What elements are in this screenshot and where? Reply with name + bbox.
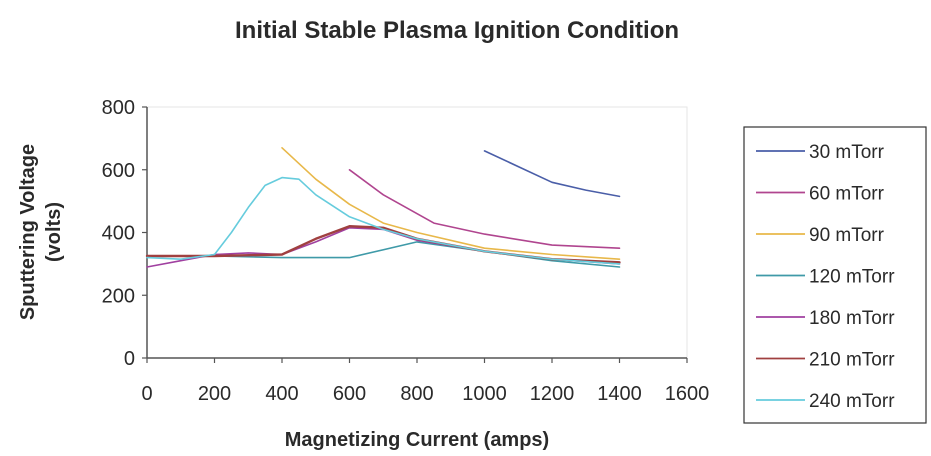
x-tick-label: 200 [198,383,231,405]
x-tick-label: 0 [141,383,152,405]
legend-label: 240 mTorr [809,391,895,412]
legend-box [743,126,927,424]
y-axis-title: Sputtering Voltage (volts) [17,144,65,320]
series-line-240-mtorr [146,176,621,265]
legend-label: 120 mTorr [809,267,895,288]
x-axis-title: Magnetizing Current (amps) [285,429,549,451]
series-line-60-mtorr [348,169,621,249]
x-tick-label: 1200 [530,383,575,405]
y-tick-label: 200 [102,285,135,307]
y-axis-title-line-1: Sputtering Voltage [17,144,39,320]
y-tick-label: 400 [102,223,135,245]
y-axis-title-line-2: (volts) [43,202,65,262]
y-ticks: 0 200 400 600 800 [102,97,147,370]
x-tick-label: 400 [265,383,298,405]
x-ticks: 0 200 400 600 800 1000 1200 1400 1600 [141,358,709,405]
series-line-90-mtorr [281,147,621,261]
legend-label: 90 mTorr [809,225,885,246]
x-tick-label: 1000 [462,383,507,405]
chart-title: Initial Stable Plasma Ignition Condition [235,17,679,44]
legend-label: 210 mTorr [809,350,895,371]
x-tick-label: 1600 [665,383,710,405]
legend-items: 30 mTorr 60 mTorr 90 mTorr 120 mTorr 180 mTo… [756,142,895,412]
legend-label: 180 mTorr [809,308,895,329]
x-tick-label: 1400 [597,383,642,405]
x-tick-label: 600 [333,383,366,405]
series-lines [145,147,621,268]
series-line-30-mtorr [483,150,621,198]
y-tick-label: 600 [102,160,135,182]
y-tick-label: 800 [102,97,135,119]
legend: 30 mTorr 60 mTorr 90 mTorr 120 mTorr 180 mTo… [743,126,927,424]
legend-label: 60 mTorr [809,184,885,205]
legend-label: 30 mTorr [809,142,885,163]
x-tick-label: 800 [400,383,433,405]
y-tick-label: 0 [124,348,135,370]
